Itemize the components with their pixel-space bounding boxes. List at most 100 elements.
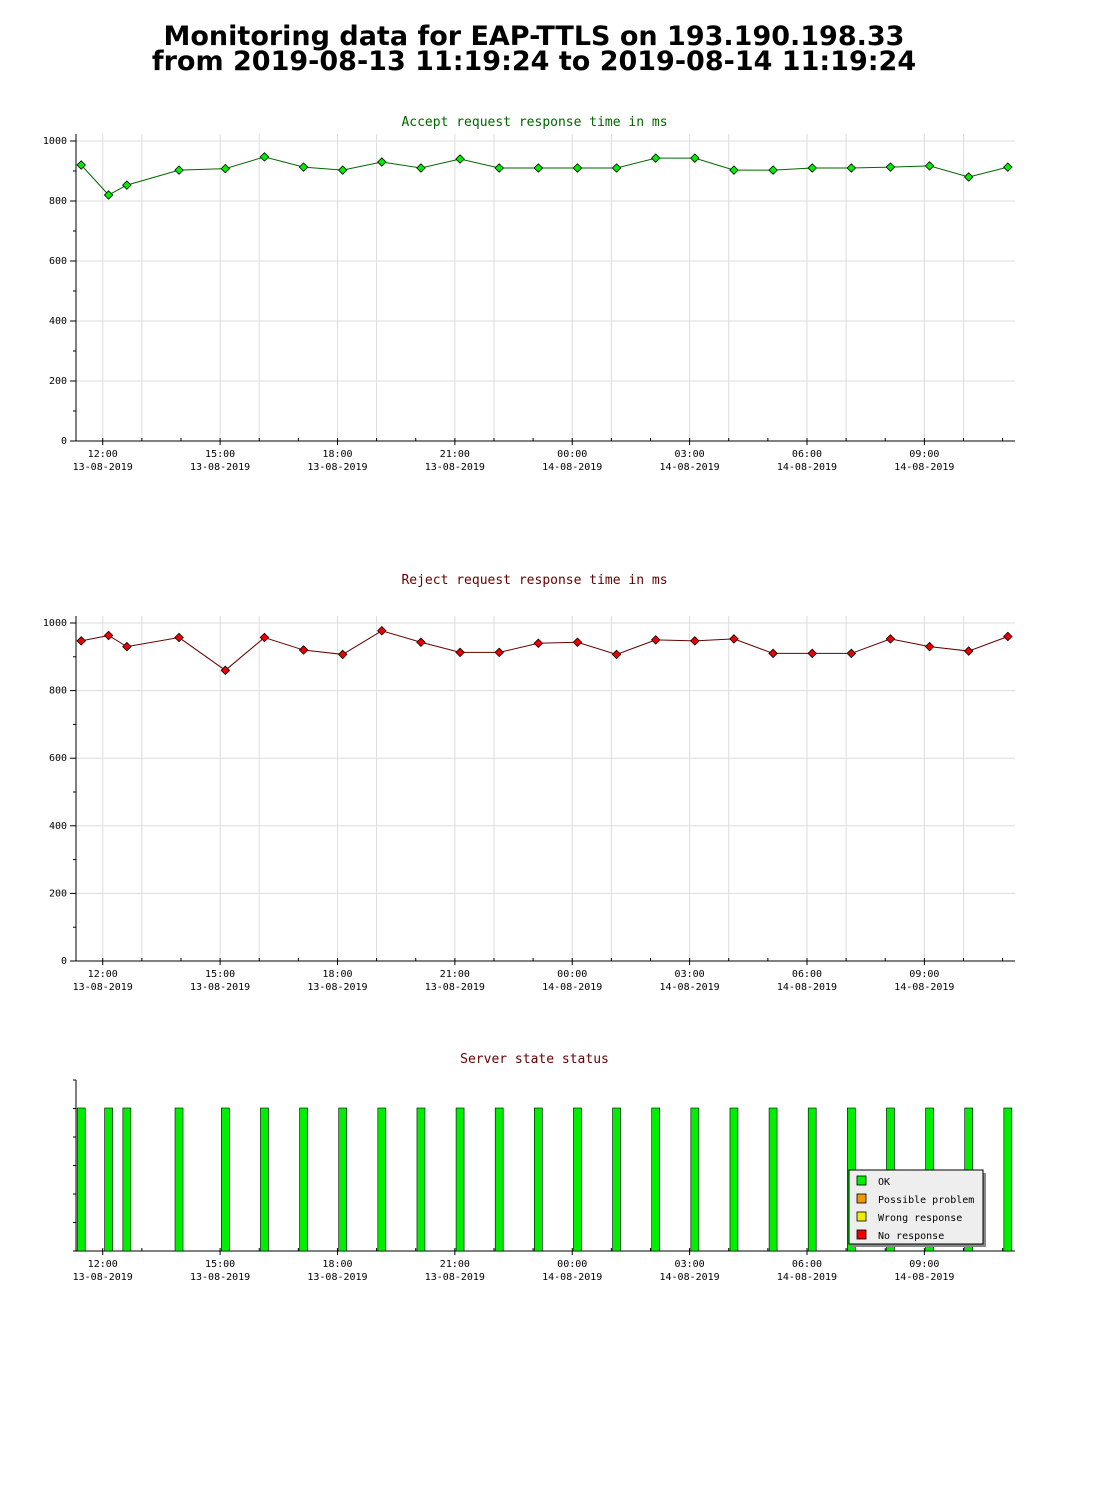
legend-swatch [856,1193,867,1204]
legend-label: Wrong response [878,1213,962,1224]
data-point [455,647,465,658]
page-title-line-1: Monitoring data for EAP-TTLS on 193.190.… [163,21,905,52]
y-tick-label: 800 [49,196,67,207]
data-point [807,648,817,659]
x-tick-label-time: 06:00 [792,1259,822,1270]
status-bar [690,1107,700,1252]
status-bar [221,1107,230,1252]
y-tick-label: 0 [61,956,67,967]
data-point [174,165,184,175]
status-bar [573,1107,582,1252]
x-tick-label-time: 03:00 [675,449,705,460]
x-tick-label-date: 14-08-2019 [894,1272,954,1283]
x-tick-label-time: 12:00 [88,969,118,980]
x-tick-label-time: 18:00 [322,449,352,460]
legend-swatch [856,1229,867,1240]
data-point [729,165,739,175]
status-bar [612,1107,621,1252]
x-tick-label-date: 13-08-2019 [425,982,485,993]
reject-response-time-chart: Reject request response time in ms 0 200 40… [43,573,1015,993]
status-bar [1003,1107,1013,1252]
y-tick-label: 600 [49,256,67,267]
data-point [533,638,544,649]
x-tick-label-time: 18:00 [322,1259,352,1270]
y-tick-label: 200 [49,888,67,899]
status-bar [534,1107,543,1252]
x-tick-label-time: 09:00 [909,1259,939,1270]
data-point [122,180,132,190]
server-state-status-chart: Server state status 12:00 13-08-2019 15:00 1… [73,1052,1015,1283]
data-point [768,648,778,659]
data-point [298,645,309,655]
y-tick-label: 1000 [43,618,67,629]
x-tick-label-time: 09:00 [909,449,939,460]
chart-title: Server state status [460,1052,609,1067]
data-point [963,172,974,182]
data-point [690,636,700,646]
status-bar [377,1107,387,1252]
data-point [924,161,935,171]
data-point [1003,631,1013,642]
x-tick-label-time: 03:00 [675,969,705,980]
x-tick-label-date: 13-08-2019 [425,462,485,473]
x-tick-label-date: 13-08-2019 [190,1272,250,1283]
y-tick-label: 200 [49,376,67,387]
legend-label: No response [878,1231,944,1242]
data-point [846,163,857,173]
legend-swatch [856,1175,867,1186]
page-title: Monitoring data for EAP-TTLS on 193.190.… [0,21,1068,75]
data-point [729,634,739,644]
x-tick-label-date: 14-08-2019 [542,462,602,473]
data-point [337,165,348,175]
x-tick-label-time: 15:00 [205,449,235,460]
chart-title: Reject request response time in ms [401,573,667,588]
data-point [259,152,270,162]
data-point [76,160,86,170]
x-tick-label-time: 15:00 [205,1259,235,1270]
y-tick-label: 1000 [43,136,67,147]
x-tick-label-time: 00:00 [557,449,587,460]
x-tick-label-date: 14-08-2019 [660,462,720,473]
y-tick-label: 400 [49,821,67,832]
data-point [174,632,184,643]
x-tick-label-time: 12:00 [88,1259,118,1270]
data-point [885,162,896,172]
legend-swatch [856,1211,867,1222]
legend-box [848,1169,984,1245]
x-tick-label-date: 13-08-2019 [73,462,133,473]
data-point [220,163,231,174]
x-tick-label-time: 21:00 [440,449,470,460]
x-tick-label-time: 06:00 [792,449,822,460]
status-bar [494,1107,504,1252]
x-tick-label-date: 14-08-2019 [660,1272,720,1283]
legend-label: OK [878,1177,890,1188]
status-bar [104,1107,113,1252]
data-point [650,153,661,163]
data-point [298,162,309,172]
data-point [103,630,114,641]
data-point [963,646,974,656]
x-tick-label-date: 14-08-2019 [660,982,720,993]
x-tick-label-date: 14-08-2019 [542,982,602,993]
x-tick-label-time: 00:00 [557,969,587,980]
x-tick-label-time: 12:00 [88,449,118,460]
status-bar [729,1107,739,1252]
status-bar [260,1107,269,1252]
status-bar [122,1107,132,1252]
status-bar [299,1107,308,1252]
data-point [924,641,935,652]
x-tick-label-time: 06:00 [792,969,822,980]
data-point [846,648,857,659]
x-tick-label-date: 13-08-2019 [190,462,250,473]
status-bar [338,1107,348,1252]
x-tick-label-date: 13-08-2019 [425,1272,485,1283]
status-bar [455,1107,465,1252]
data-point [76,636,86,646]
status-bar [807,1107,817,1252]
x-tick-label-time: 09:00 [909,969,939,980]
data-point [416,637,426,648]
data-point [377,157,387,167]
x-tick-label-time: 00:00 [557,1259,587,1270]
x-tick-label-date: 13-08-2019 [307,982,367,993]
